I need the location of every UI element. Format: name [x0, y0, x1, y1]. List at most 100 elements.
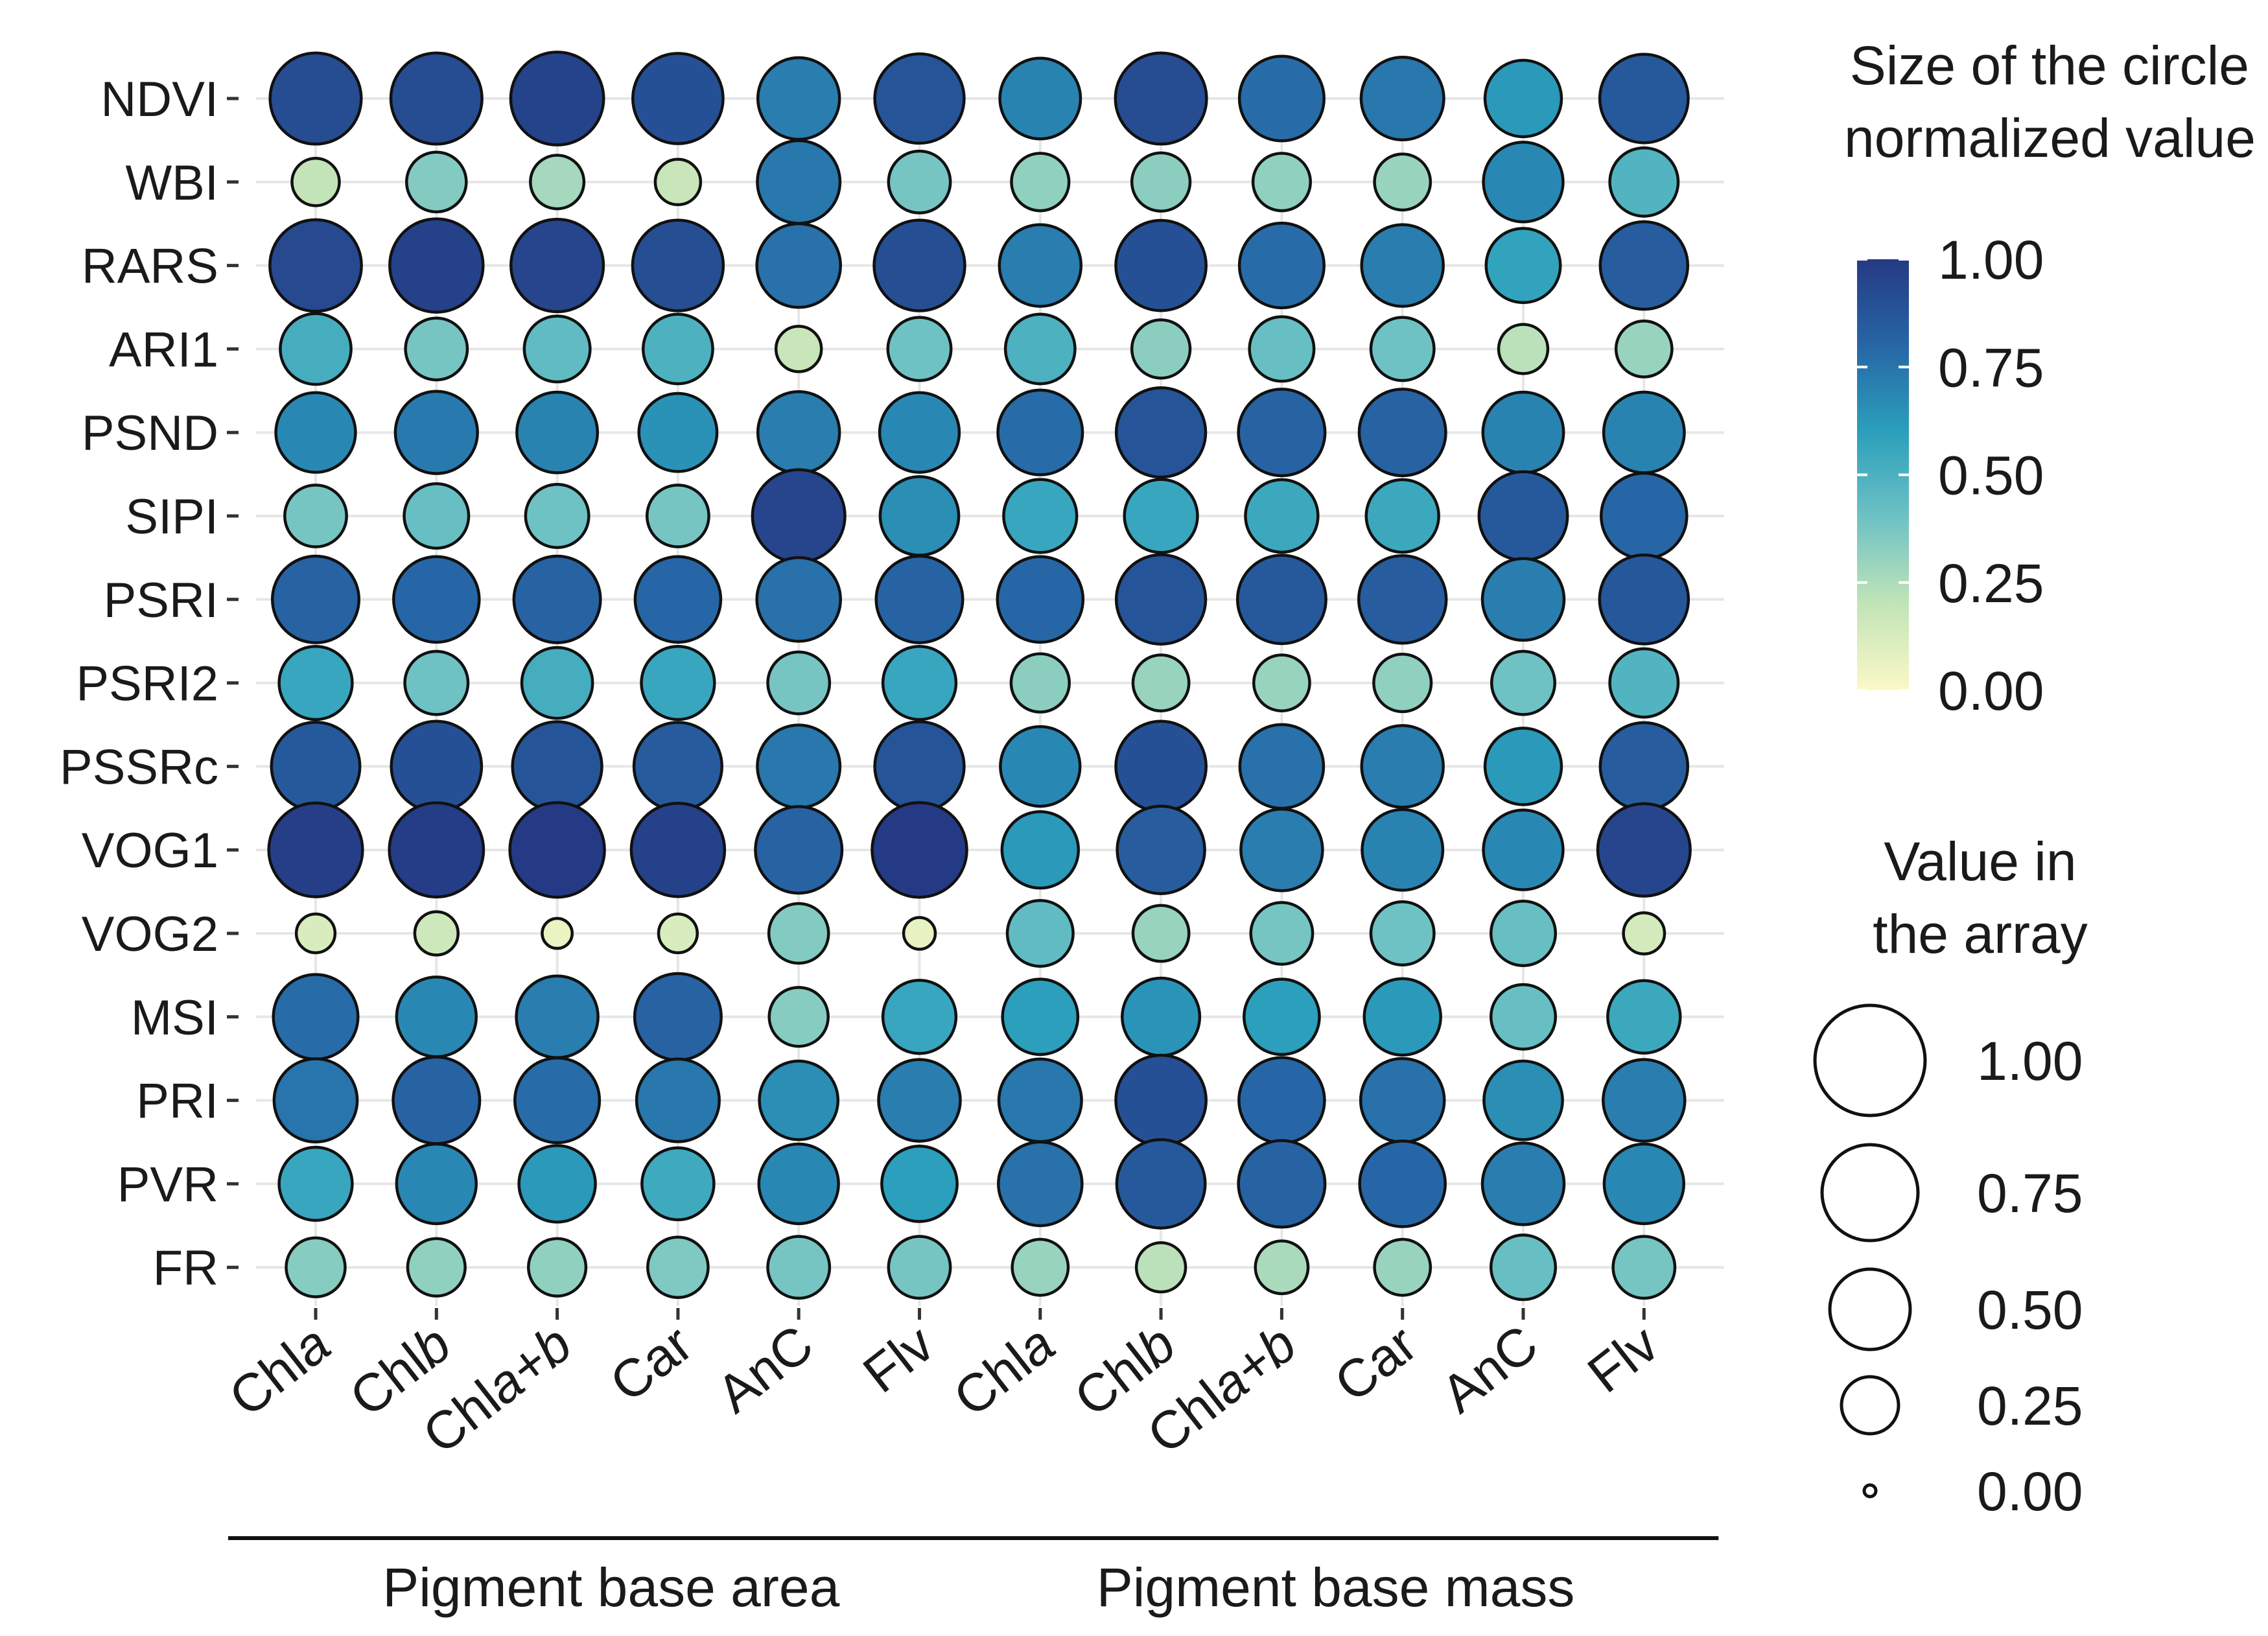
bubble-vog1-m_flv [1596, 802, 1692, 898]
size-legend-items: 1.00 0.75 0.50 0.25 0.00 [1813, 1003, 2083, 1522]
x-tick-label: Chla [218, 1314, 341, 1428]
bubble-wbi-m_chlab [1251, 152, 1312, 213]
bubble-ari1-m_chlb [1130, 318, 1192, 380]
bubble-psri-a_chlb [392, 555, 481, 644]
bubble-msi-m_flv [1606, 979, 1682, 1055]
bubble-pssrc-m_flv [1598, 721, 1690, 812]
size-legend-label: 0.25 [1977, 1375, 2083, 1436]
bubble-psri2-m_chla [1009, 652, 1071, 714]
bubble-msi-m_anc [1489, 983, 1558, 1051]
bubble-psri2-m_chlab [1252, 653, 1311, 712]
bubble-wbi-m_chla [1010, 152, 1071, 213]
x-tick-label: AnC [1431, 1314, 1549, 1424]
colorbar-tick-label: 0.50 [1938, 445, 2044, 506]
bubble-psri-a_car [633, 555, 723, 644]
bubble-psri2-m_chlb [1131, 653, 1191, 712]
bubble-ari1-m_chla [1003, 312, 1077, 386]
bubble-psnd-m_anc [1481, 390, 1565, 474]
bubble-ari1-m_anc [1497, 323, 1550, 375]
bubble-psnd-a_anc [756, 390, 841, 475]
bubble-pvr-a_flv [880, 1145, 959, 1223]
bubble-fr-m_flv [1611, 1235, 1677, 1300]
bubble-ndvi-a_chlab [509, 51, 605, 146]
bubble-pvr-a_chla [277, 1145, 354, 1222]
bubble-vog2-m_chlab [1249, 901, 1315, 966]
bubble-pvr-a_chlb [395, 1142, 478, 1226]
bubble-fr-m_anc [1489, 1233, 1558, 1302]
bubble-ndvi-a_car [631, 52, 725, 145]
bubble-psri-m_chla [996, 555, 1085, 644]
bubble-ndvi-m_chla [998, 56, 1082, 141]
x-tick-label: AnC [707, 1314, 824, 1424]
size-legend-label: 0.00 [1977, 1461, 2083, 1522]
bubble-rars-a_chla [268, 218, 363, 313]
bubble-rars-m_chla [998, 223, 1083, 308]
bubble-ndvi-a_chlb [389, 51, 484, 146]
bubble-rars-a_chlb [388, 217, 485, 314]
x-tick-label: Chla [943, 1314, 1066, 1428]
bubble-vog1-m_anc [1482, 808, 1565, 891]
bubble-pssrc-a_flv [873, 720, 966, 813]
size-legend-circle [1820, 1143, 1920, 1243]
x-tick-label: Flv [1577, 1314, 1669, 1404]
bubble-vog2-a_chla [294, 912, 337, 955]
bubble-pssrc-a_chla [270, 720, 362, 812]
bubble-pri-a_flv [877, 1058, 962, 1143]
bubble-vog2-m_flv [1622, 911, 1666, 955]
bubble-pvr-a_car [640, 1146, 716, 1222]
bubble-fr-m_car [1373, 1237, 1432, 1297]
size-legend-title-line1: Value in [1884, 831, 2076, 892]
bubble-psri-a_chla [270, 554, 361, 644]
bubble-psnd-a_car [637, 391, 719, 473]
bubble-msi-m_chlb [1121, 976, 1202, 1057]
bubble-sipi-a_chlab [524, 483, 590, 549]
bubble-psri-a_flv [874, 554, 964, 644]
bubble-sipi-a_flv [878, 475, 961, 557]
bubble-wbi-a_flv [887, 149, 952, 215]
bubble-psri2-a_flv [881, 644, 958, 721]
bubble-ari1-a_flv [886, 316, 953, 382]
bubble-pvr-a_anc [757, 1142, 840, 1226]
colorbar-tick-label: 0.00 [1938, 660, 2044, 721]
bubble-fr-a_flv [887, 1235, 952, 1300]
bubble-rars-m_chlab [1237, 222, 1326, 310]
bubble-ari1-a_chla [279, 312, 353, 386]
bubble-ndvi-a_chla [268, 51, 363, 146]
bubble-vog2-a_flv [902, 916, 937, 951]
bubble-psri-m_flv [1598, 553, 1690, 646]
bubble-fr-a_car [646, 1235, 710, 1300]
bubble-vog2-m_chla [1005, 898, 1075, 968]
bubble-psri-m_anc [1480, 557, 1566, 642]
bubble-wbi-a_chla [290, 157, 341, 207]
bubble-psri2-a_chla [277, 644, 354, 721]
bubble-fr-a_anc [766, 1235, 832, 1300]
bubble-pssrc-m_chlab [1238, 723, 1326, 810]
bubble-vog2-a_chlab [541, 917, 574, 950]
bubble-psnd-a_chla [274, 391, 357, 474]
bubble-pssrc-m_chla [999, 725, 1082, 808]
bubble-psnd-m_chlab [1237, 388, 1327, 478]
bubble-ndvi-m_chlab [1237, 54, 1326, 143]
y-tick-label: RARS [82, 239, 218, 294]
bubble-msi-a_flv [881, 979, 958, 1055]
bubble-psri-a_anc [755, 556, 842, 643]
bubble-psri2-a_anc [766, 650, 832, 716]
bubble-pssrc-a_chlab [511, 720, 603, 813]
y-tick-label: VOG1 [82, 823, 218, 878]
size-legend-title-line2: the array [1873, 904, 2088, 964]
bubble-rars-m_chlb [1114, 218, 1208, 312]
bubble-psnd-a_chlab [515, 390, 600, 474]
size-legend-circle [1828, 1267, 1912, 1351]
bubble-ndvi-m_car [1359, 55, 1445, 142]
bubble-pri-m_chla [997, 1057, 1083, 1143]
y-tick-label: PSSRc [60, 740, 218, 795]
bubble-psnd-m_chlb [1114, 386, 1208, 479]
colorbar-tick-label: 1.00 [1938, 229, 2044, 290]
bubble-rars-m_flv [1598, 220, 1690, 311]
bubble-pvr-m_car [1358, 1139, 1447, 1228]
bubble-rars-a_chlab [509, 218, 605, 314]
y-tick-label: PSRI2 [76, 657, 218, 712]
bubble-vog2-m_car [1369, 900, 1436, 966]
